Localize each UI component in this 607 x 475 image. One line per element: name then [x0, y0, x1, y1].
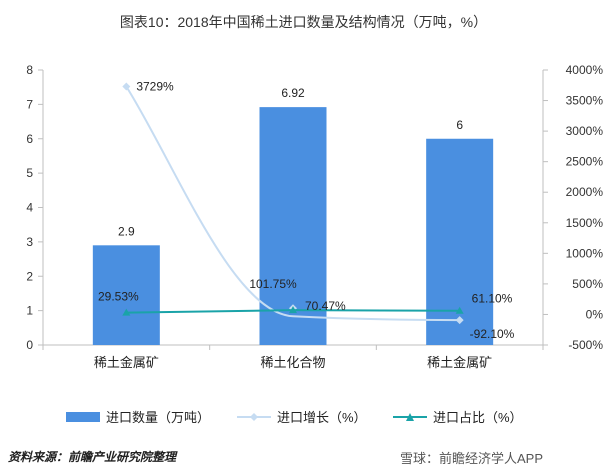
y-left-tick-label: 5 [26, 166, 33, 180]
legend-label-share: 进口占比（%） [433, 410, 523, 425]
data-labels: 2.9 6.92 6 3729% 101.75% -92.10% 29.53% 70.47% 6… [98, 80, 515, 342]
bar [92, 245, 160, 345]
y-right-tick-label: 3000% [566, 124, 604, 138]
y-left-tick-label: 6 [26, 132, 33, 146]
y-right-tick-label: 500% [572, 277, 603, 291]
x-tick-label: 稀土金属矿 [427, 355, 492, 370]
x-tick-label: 稀土金属矿 [94, 355, 159, 370]
growth-point [122, 82, 131, 91]
growth-data-label: 3729% [136, 80, 174, 94]
bar-data-label: 6 [456, 118, 463, 132]
x-tick-label: 稀土化合物 [260, 355, 325, 370]
growth-data-label: -92.10% [470, 327, 515, 341]
y-left-tick-label: 0 [26, 338, 33, 352]
y-right-tick-label: 0% [586, 307, 604, 321]
legend-swatch-bar [66, 411, 100, 422]
legend-item-share: 进口占比（%） [393, 407, 523, 426]
y-left-tick-label: 8 [26, 63, 33, 77]
share-data-label: 61.10% [472, 292, 513, 306]
legend-swatch-growth [237, 412, 271, 421]
legend-label-growth: 进口增长（%） [277, 410, 367, 425]
growth-point [455, 316, 464, 325]
share-data-label: 70.47% [305, 299, 346, 313]
footer-brand: 雪球：前瞻经济学人APP [400, 451, 544, 466]
chart-title: 图表10：2018年中国稀土进口数量及结构情况（万吨，%） [119, 14, 488, 30]
share-point [122, 308, 131, 316]
y-left-tick-label: 7 [26, 97, 33, 111]
y-left-tick-label: 1 [26, 304, 33, 318]
bar [426, 138, 494, 345]
y-right-tick-label: 1500% [566, 216, 604, 230]
growth-line [125, 86, 460, 322]
share-data-label: 29.53% [98, 290, 139, 304]
y-right-tick-label: 2000% [566, 185, 604, 199]
bar-data-label: 6.92 [281, 86, 305, 100]
y-left-tick-label: 4 [26, 201, 33, 215]
source-note: 资料来源：前瞻产业研究院整理 [8, 450, 177, 464]
legend-item-growth: 进口增长（%） [237, 407, 367, 426]
growth-data-label: 101.75% [249, 277, 297, 291]
bar-data-label: 2.9 [118, 224, 135, 238]
share-point [289, 306, 297, 314]
y-right-tick-label: 1000% [566, 246, 604, 260]
y-left-tick-label: 2 [26, 269, 33, 283]
share-point [455, 306, 464, 314]
y-right-tick-label: -500% [568, 338, 603, 352]
y-right-tick-label: 2500% [566, 155, 604, 169]
legend-item-quantity: 进口数量（万吨） [66, 407, 210, 426]
chart-axes: 0 1 2 3 4 5 6 7 8 -500% 0% 500% 1000% 1500% 2000% 2500%… [26, 63, 603, 370]
line-series [122, 82, 464, 325]
y-left-tick-label: 3 [26, 235, 33, 249]
y-right-tick-label: 4000% [566, 63, 604, 77]
y-right-tick-label: 3500% [566, 94, 604, 108]
legend-swatch-share [393, 412, 427, 421]
legend-label-quantity: 进口数量（万吨） [106, 410, 211, 425]
chart-svg: 0 1 2 3 4 5 6 7 8 -500% 0% 500% 1000% 1500% 2000% 2500%… [26, 63, 603, 370]
